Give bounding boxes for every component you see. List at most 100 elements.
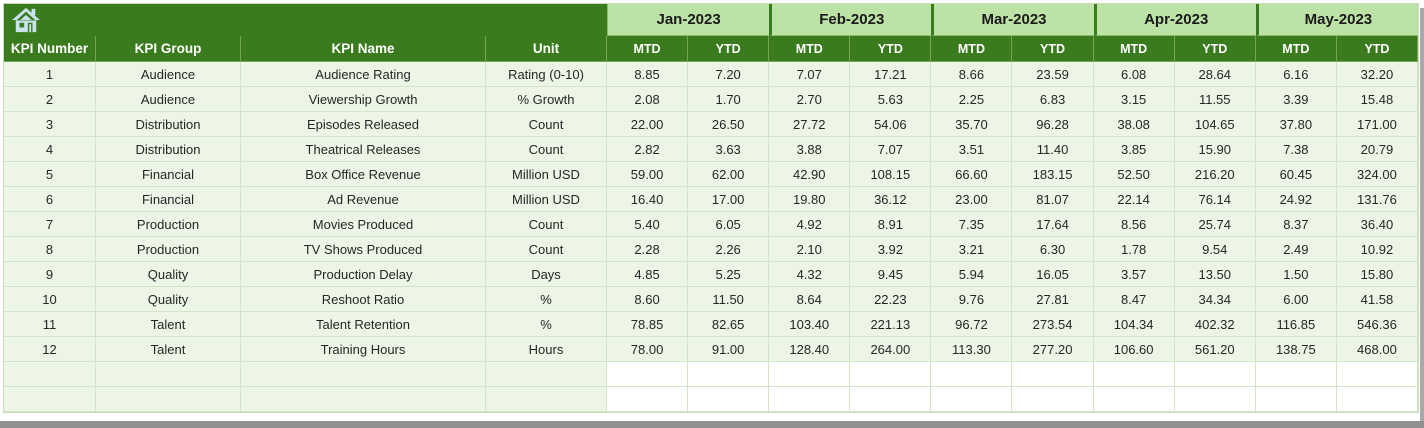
cell-value[interactable]: 3.63 xyxy=(688,137,770,162)
cell-value[interactable]: 7.38 xyxy=(1255,137,1337,162)
cell-value[interactable]: 5.94 xyxy=(931,262,1013,287)
cell-unit[interactable]: Count xyxy=(486,112,607,137)
cell-kpi-group[interactable]: Audience xyxy=(96,62,241,87)
cell-value[interactable]: 4.85 xyxy=(607,262,689,287)
cell-empty-value[interactable] xyxy=(1012,387,1094,412)
cell-kpi-group[interactable]: Distribution xyxy=(96,112,241,137)
cell-kpi-group[interactable]: Audience xyxy=(96,87,241,112)
cell-value[interactable]: 5.63 xyxy=(850,87,932,112)
col-header-ytd-mar[interactable]: YTD xyxy=(1012,36,1094,62)
cell-value[interactable]: 28.64 xyxy=(1174,62,1256,87)
cell-empty-value[interactable] xyxy=(850,362,932,387)
cell-value[interactable]: 546.36 xyxy=(1336,312,1418,337)
cell-value[interactable]: 15.48 xyxy=(1336,87,1418,112)
cell-value[interactable]: 402.32 xyxy=(1174,312,1256,337)
cell-kpi-number[interactable]: 4 xyxy=(4,137,96,162)
cell-value[interactable]: 36.12 xyxy=(850,187,932,212)
cell-kpi-group[interactable]: Production xyxy=(96,237,241,262)
cell-unit[interactable]: Count xyxy=(486,212,607,237)
cell-kpi-number[interactable]: 9 xyxy=(4,262,96,287)
cell-empty-left[interactable] xyxy=(96,362,241,387)
col-header-mtd-may[interactable]: MTD xyxy=(1255,36,1337,62)
cell-value[interactable]: 324.00 xyxy=(1336,162,1418,187)
cell-value[interactable]: 11.50 xyxy=(688,287,770,312)
cell-kpi-group[interactable]: Financial xyxy=(96,162,241,187)
cell-value[interactable]: 35.70 xyxy=(931,112,1013,137)
cell-value[interactable]: 96.72 xyxy=(931,312,1013,337)
cell-value[interactable]: 3.85 xyxy=(1093,137,1175,162)
cell-value[interactable]: 1.50 xyxy=(1255,262,1337,287)
cell-value[interactable]: 6.05 xyxy=(688,212,770,237)
cell-kpi-number[interactable]: 6 xyxy=(4,187,96,212)
cell-empty-value[interactable] xyxy=(1255,362,1337,387)
col-header-ytd-may[interactable]: YTD xyxy=(1336,36,1418,62)
cell-kpi-group[interactable]: Production xyxy=(96,212,241,237)
cell-value[interactable]: 3.21 xyxy=(931,237,1013,262)
cell-kpi-name[interactable]: Movies Produced xyxy=(241,212,486,237)
month-header-feb[interactable]: Feb-2023 xyxy=(769,4,932,36)
cell-value[interactable]: 171.00 xyxy=(1336,112,1418,137)
cell-value[interactable]: 468.00 xyxy=(1336,337,1418,362)
cell-value[interactable]: 42.90 xyxy=(769,162,851,187)
cell-empty-left[interactable] xyxy=(486,387,607,412)
cell-empty-value[interactable] xyxy=(688,387,770,412)
cell-value[interactable]: 2.70 xyxy=(769,87,851,112)
cell-kpi-number[interactable]: 8 xyxy=(4,237,96,262)
cell-empty-value[interactable] xyxy=(1012,362,1094,387)
cell-kpi-group[interactable]: Financial xyxy=(96,187,241,212)
cell-value[interactable]: 78.85 xyxy=(607,312,689,337)
cell-empty-left[interactable] xyxy=(241,387,486,412)
col-header-mtd-jan[interactable]: MTD xyxy=(607,36,689,62)
cell-unit[interactable]: Rating (0-10) xyxy=(486,62,607,87)
cell-value[interactable]: 8.66 xyxy=(931,62,1013,87)
cell-value[interactable]: 103.40 xyxy=(769,312,851,337)
cell-unit[interactable]: Count xyxy=(486,137,607,162)
cell-value[interactable]: 183.15 xyxy=(1012,162,1094,187)
cell-unit[interactable]: Count xyxy=(486,237,607,262)
cell-value[interactable]: 2.26 xyxy=(688,237,770,262)
cell-value[interactable]: 2.82 xyxy=(607,137,689,162)
cell-value[interactable]: 6.83 xyxy=(1012,87,1094,112)
cell-value[interactable]: 52.50 xyxy=(1093,162,1175,187)
cell-value[interactable]: 9.45 xyxy=(850,262,932,287)
cell-value[interactable]: 96.28 xyxy=(1012,112,1094,137)
cell-value[interactable]: 116.85 xyxy=(1255,312,1337,337)
cell-value[interactable]: 22.14 xyxy=(1093,187,1175,212)
cell-empty-value[interactable] xyxy=(688,362,770,387)
cell-empty-value[interactable] xyxy=(1255,387,1337,412)
cell-value[interactable]: 17.00 xyxy=(688,187,770,212)
cell-value[interactable]: 273.54 xyxy=(1012,312,1094,337)
cell-empty-value[interactable] xyxy=(607,362,689,387)
cell-value[interactable]: 8.64 xyxy=(769,287,851,312)
cell-value[interactable]: 264.00 xyxy=(850,337,932,362)
cell-value[interactable]: 104.34 xyxy=(1093,312,1175,337)
cell-kpi-number[interactable]: 12 xyxy=(4,337,96,362)
cell-value[interactable]: 1.70 xyxy=(688,87,770,112)
cell-kpi-number[interactable]: 7 xyxy=(4,212,96,237)
cell-value[interactable]: 2.28 xyxy=(607,237,689,262)
col-header-ytd-jan[interactable]: YTD xyxy=(688,36,770,62)
cell-value[interactable]: 5.40 xyxy=(607,212,689,237)
cell-value[interactable]: 8.47 xyxy=(1093,287,1175,312)
cell-empty-left[interactable] xyxy=(241,362,486,387)
cell-value[interactable]: 4.32 xyxy=(769,262,851,287)
cell-value[interactable]: 11.40 xyxy=(1012,137,1094,162)
cell-value[interactable]: 66.60 xyxy=(931,162,1013,187)
cell-value[interactable]: 15.80 xyxy=(1336,262,1418,287)
cell-value[interactable]: 8.37 xyxy=(1255,212,1337,237)
cell-empty-value[interactable] xyxy=(1336,362,1418,387)
cell-value[interactable]: 27.81 xyxy=(1012,287,1094,312)
cell-unit[interactable]: % xyxy=(486,287,607,312)
cell-unit[interactable]: Million USD xyxy=(486,187,607,212)
cell-value[interactable]: 9.54 xyxy=(1174,237,1256,262)
cell-value[interactable]: 32.20 xyxy=(1336,62,1418,87)
cell-value[interactable]: 128.40 xyxy=(769,337,851,362)
cell-value[interactable]: 104.65 xyxy=(1174,112,1256,137)
cell-empty-value[interactable] xyxy=(850,387,932,412)
cell-empty-value[interactable] xyxy=(1093,362,1175,387)
col-header-unit[interactable]: Unit xyxy=(486,36,607,62)
cell-value[interactable]: 7.07 xyxy=(769,62,851,87)
cell-value[interactable]: 221.13 xyxy=(850,312,932,337)
home-icon[interactable] xyxy=(11,7,41,33)
cell-value[interactable]: 6.30 xyxy=(1012,237,1094,262)
